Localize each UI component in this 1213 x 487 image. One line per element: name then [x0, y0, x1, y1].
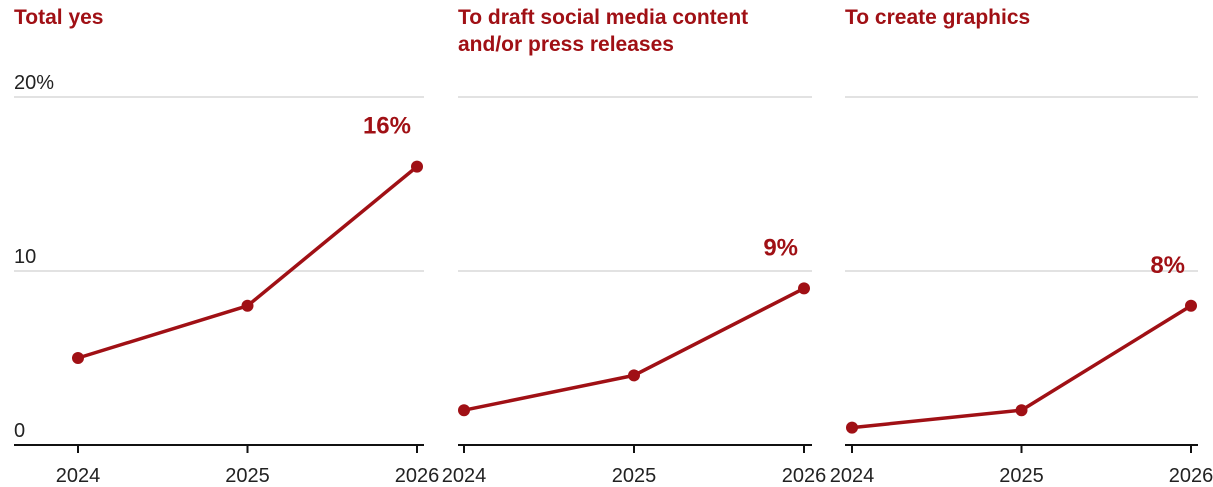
end-value-label: 9%	[763, 234, 798, 261]
data-point-2025	[1015, 404, 1028, 417]
end-value-label: 16%	[363, 113, 411, 140]
x-tick-label-2026: 2026	[782, 465, 827, 487]
x-tick-label-2025: 2025	[612, 465, 657, 487]
x-tick-label-2024: 2024	[830, 465, 875, 487]
data-point-2026	[1185, 299, 1197, 312]
data-point-2025	[628, 369, 640, 382]
y-tick-label-0: 0	[14, 420, 25, 442]
x-tick-label-2024: 2024	[56, 465, 101, 487]
series-line	[462, 286, 806, 412]
data-point-2024	[458, 404, 470, 417]
data-point-2025	[241, 299, 254, 312]
x-tick-label-2024: 2024	[442, 465, 487, 487]
end-value-label: 8%	[1150, 252, 1185, 279]
data-point-2026	[798, 282, 810, 295]
panel-title-line-2: and/or press releases	[458, 33, 674, 56]
x-tick-label-2026: 2026	[395, 465, 440, 487]
panel-title-line-1: To draft social media content	[458, 6, 748, 29]
data-point-2024	[846, 421, 858, 434]
data-point-2026	[411, 160, 423, 173]
y-tick-label-20: 20%	[14, 72, 54, 94]
series-line	[76, 164, 419, 360]
panel-title: To create graphics	[845, 6, 1030, 29]
x-tick-label-2025: 2025	[225, 465, 270, 487]
y-tick-label-10: 10	[14, 246, 36, 268]
x-tick-label-2025: 2025	[999, 465, 1044, 487]
panel-title: Total yes	[14, 6, 103, 29]
x-tick-label-2026: 2026	[1169, 465, 1213, 487]
data-point-2024	[72, 352, 84, 364]
